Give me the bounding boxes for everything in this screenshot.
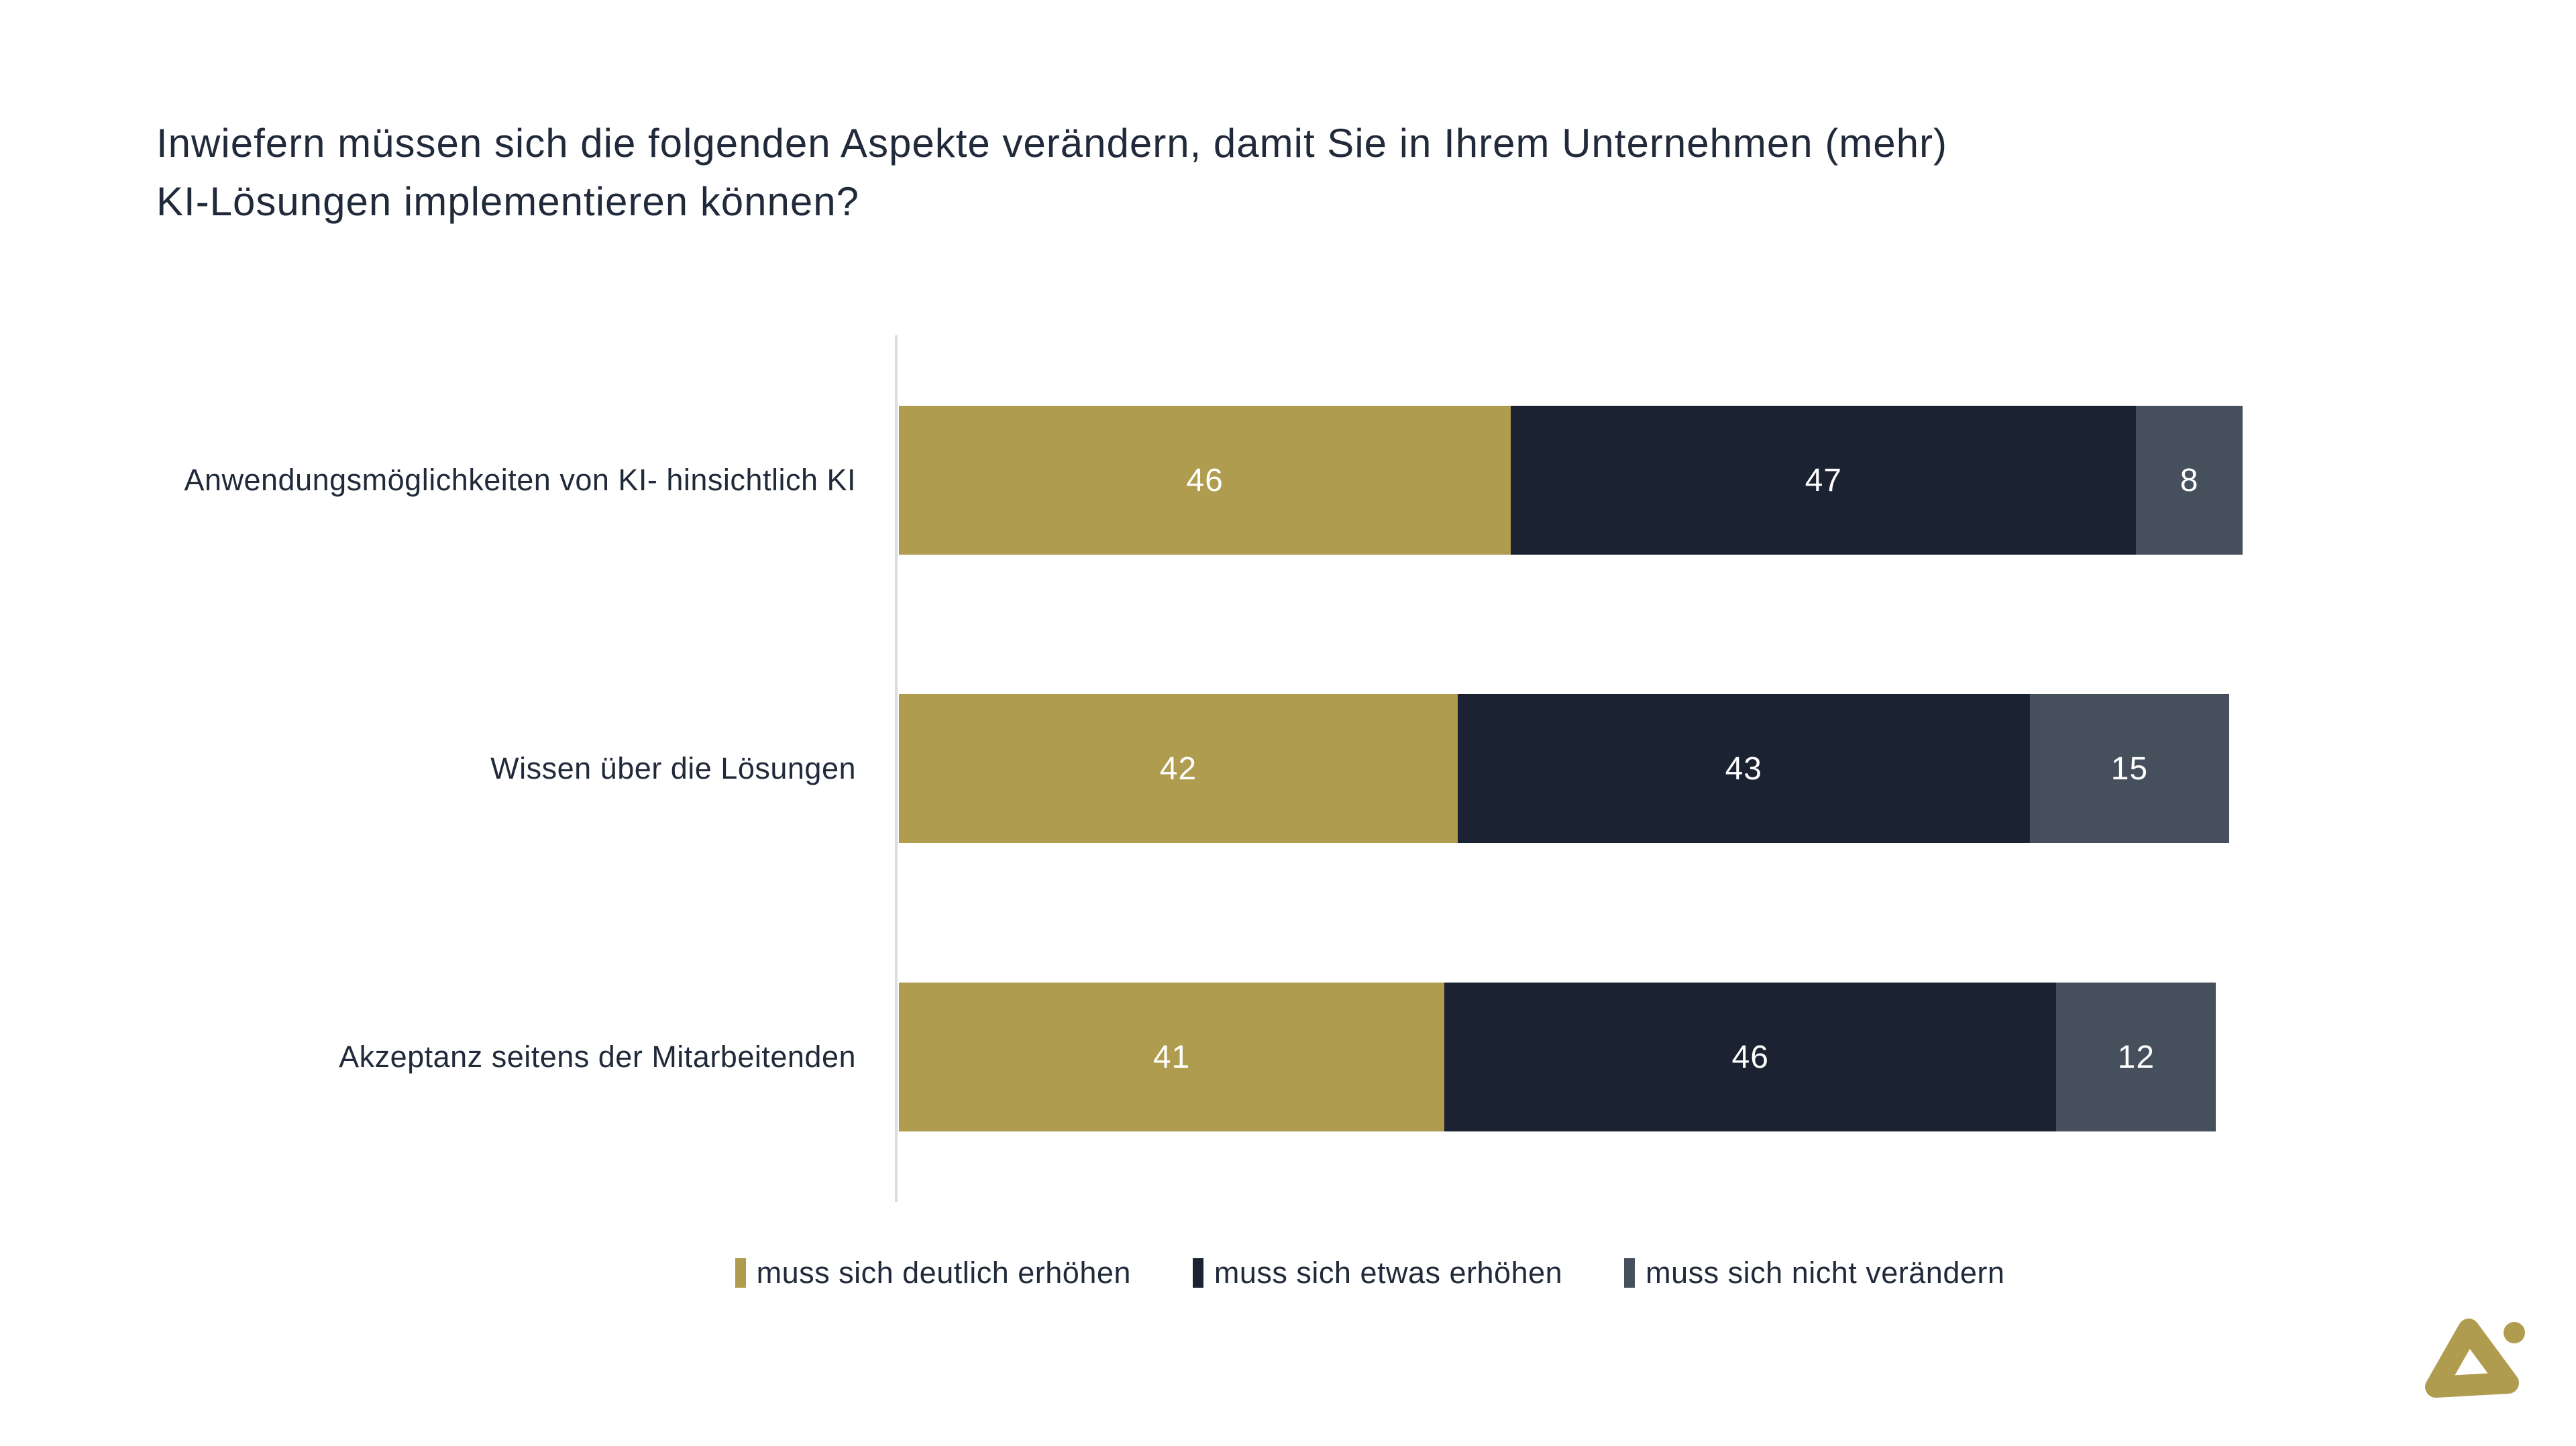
category-label: Anwendungsmöglichkeiten von KI- hinsicht… (184, 463, 856, 497)
bar-segment: 41 (899, 983, 1445, 1131)
bar-value-label: 42 (1159, 750, 1197, 787)
legend-label: muss sich deutlich erhöhen (756, 1256, 1131, 1290)
bar-rows: Anwendungsmöglichkeiten von KI- hinsicht… (0, 406, 2576, 1271)
bar-value-label: 43 (1725, 750, 1762, 787)
legend-swatch (735, 1258, 746, 1288)
bar-value-label: 12 (2117, 1039, 2155, 1075)
bar-row: Akzeptanz seitens der Mitarbeitenden 41 46… (0, 983, 2576, 1131)
bar-track: 41 46 12 (899, 983, 2243, 1131)
bar-segment: 15 (2029, 694, 2230, 843)
bar-value-label: 46 (1731, 1039, 1769, 1075)
legend-swatch (1624, 1258, 1635, 1288)
y-axis-line (895, 335, 898, 1202)
chart-title: Inwiefern müssen sich die folgenden Aspe… (156, 114, 2410, 231)
bar-value-label: 8 (2180, 462, 2199, 498)
bar-segment: 46 (1444, 983, 2057, 1131)
chart-title-line-2: KI-Lösungen implementieren können? (156, 179, 859, 224)
bar-segment: 12 (2056, 983, 2216, 1131)
legend-item: muss sich nicht verändern (1624, 1256, 2004, 1290)
legend-label: muss sich nicht verändern (1646, 1256, 2005, 1290)
logo-triangle (2425, 1319, 2519, 1398)
category-label: Akzeptanz seitens der Mitarbeitenden (339, 1040, 856, 1074)
bar-segment: 42 (899, 694, 1458, 843)
bar-row: Wissen über die Lösungen 42 43 15 (0, 694, 2576, 843)
legend-item: muss sich etwas erhöhen (1192, 1256, 1563, 1290)
bar-segment: 43 (1457, 694, 2030, 843)
legend-item: muss sich deutlich erhöhen (735, 1256, 1131, 1290)
bar-track: 46 47 8 (899, 406, 2243, 555)
chart-title-line-1: Inwiefern müssen sich die folgenden Aspe… (156, 121, 1947, 166)
chart-legend: muss sich deutlich erhöhen muss sich etwa… (162, 1256, 2576, 1290)
bar-segment: 8 (2136, 406, 2243, 555)
legend-label: muss sich etwas erhöhen (1214, 1256, 1563, 1290)
bar-value-label: 15 (2110, 750, 2149, 787)
bar-value-label: 46 (1186, 462, 1224, 498)
bar-segment: 47 (1511, 406, 2137, 555)
bar-track: 42 43 15 (899, 694, 2243, 843)
bar-value-label: 41 (1152, 1039, 1191, 1075)
legend-swatch (1192, 1258, 1203, 1288)
logo-dot (2504, 1322, 2525, 1343)
bar-value-label: 47 (1805, 462, 1842, 498)
bar-row: Anwendungsmöglichkeiten von KI- hinsicht… (0, 406, 2576, 555)
brand-logo (2425, 1319, 2525, 1398)
category-label: Wissen über die Lösungen (490, 751, 856, 785)
bar-segment: 46 (899, 406, 1511, 555)
